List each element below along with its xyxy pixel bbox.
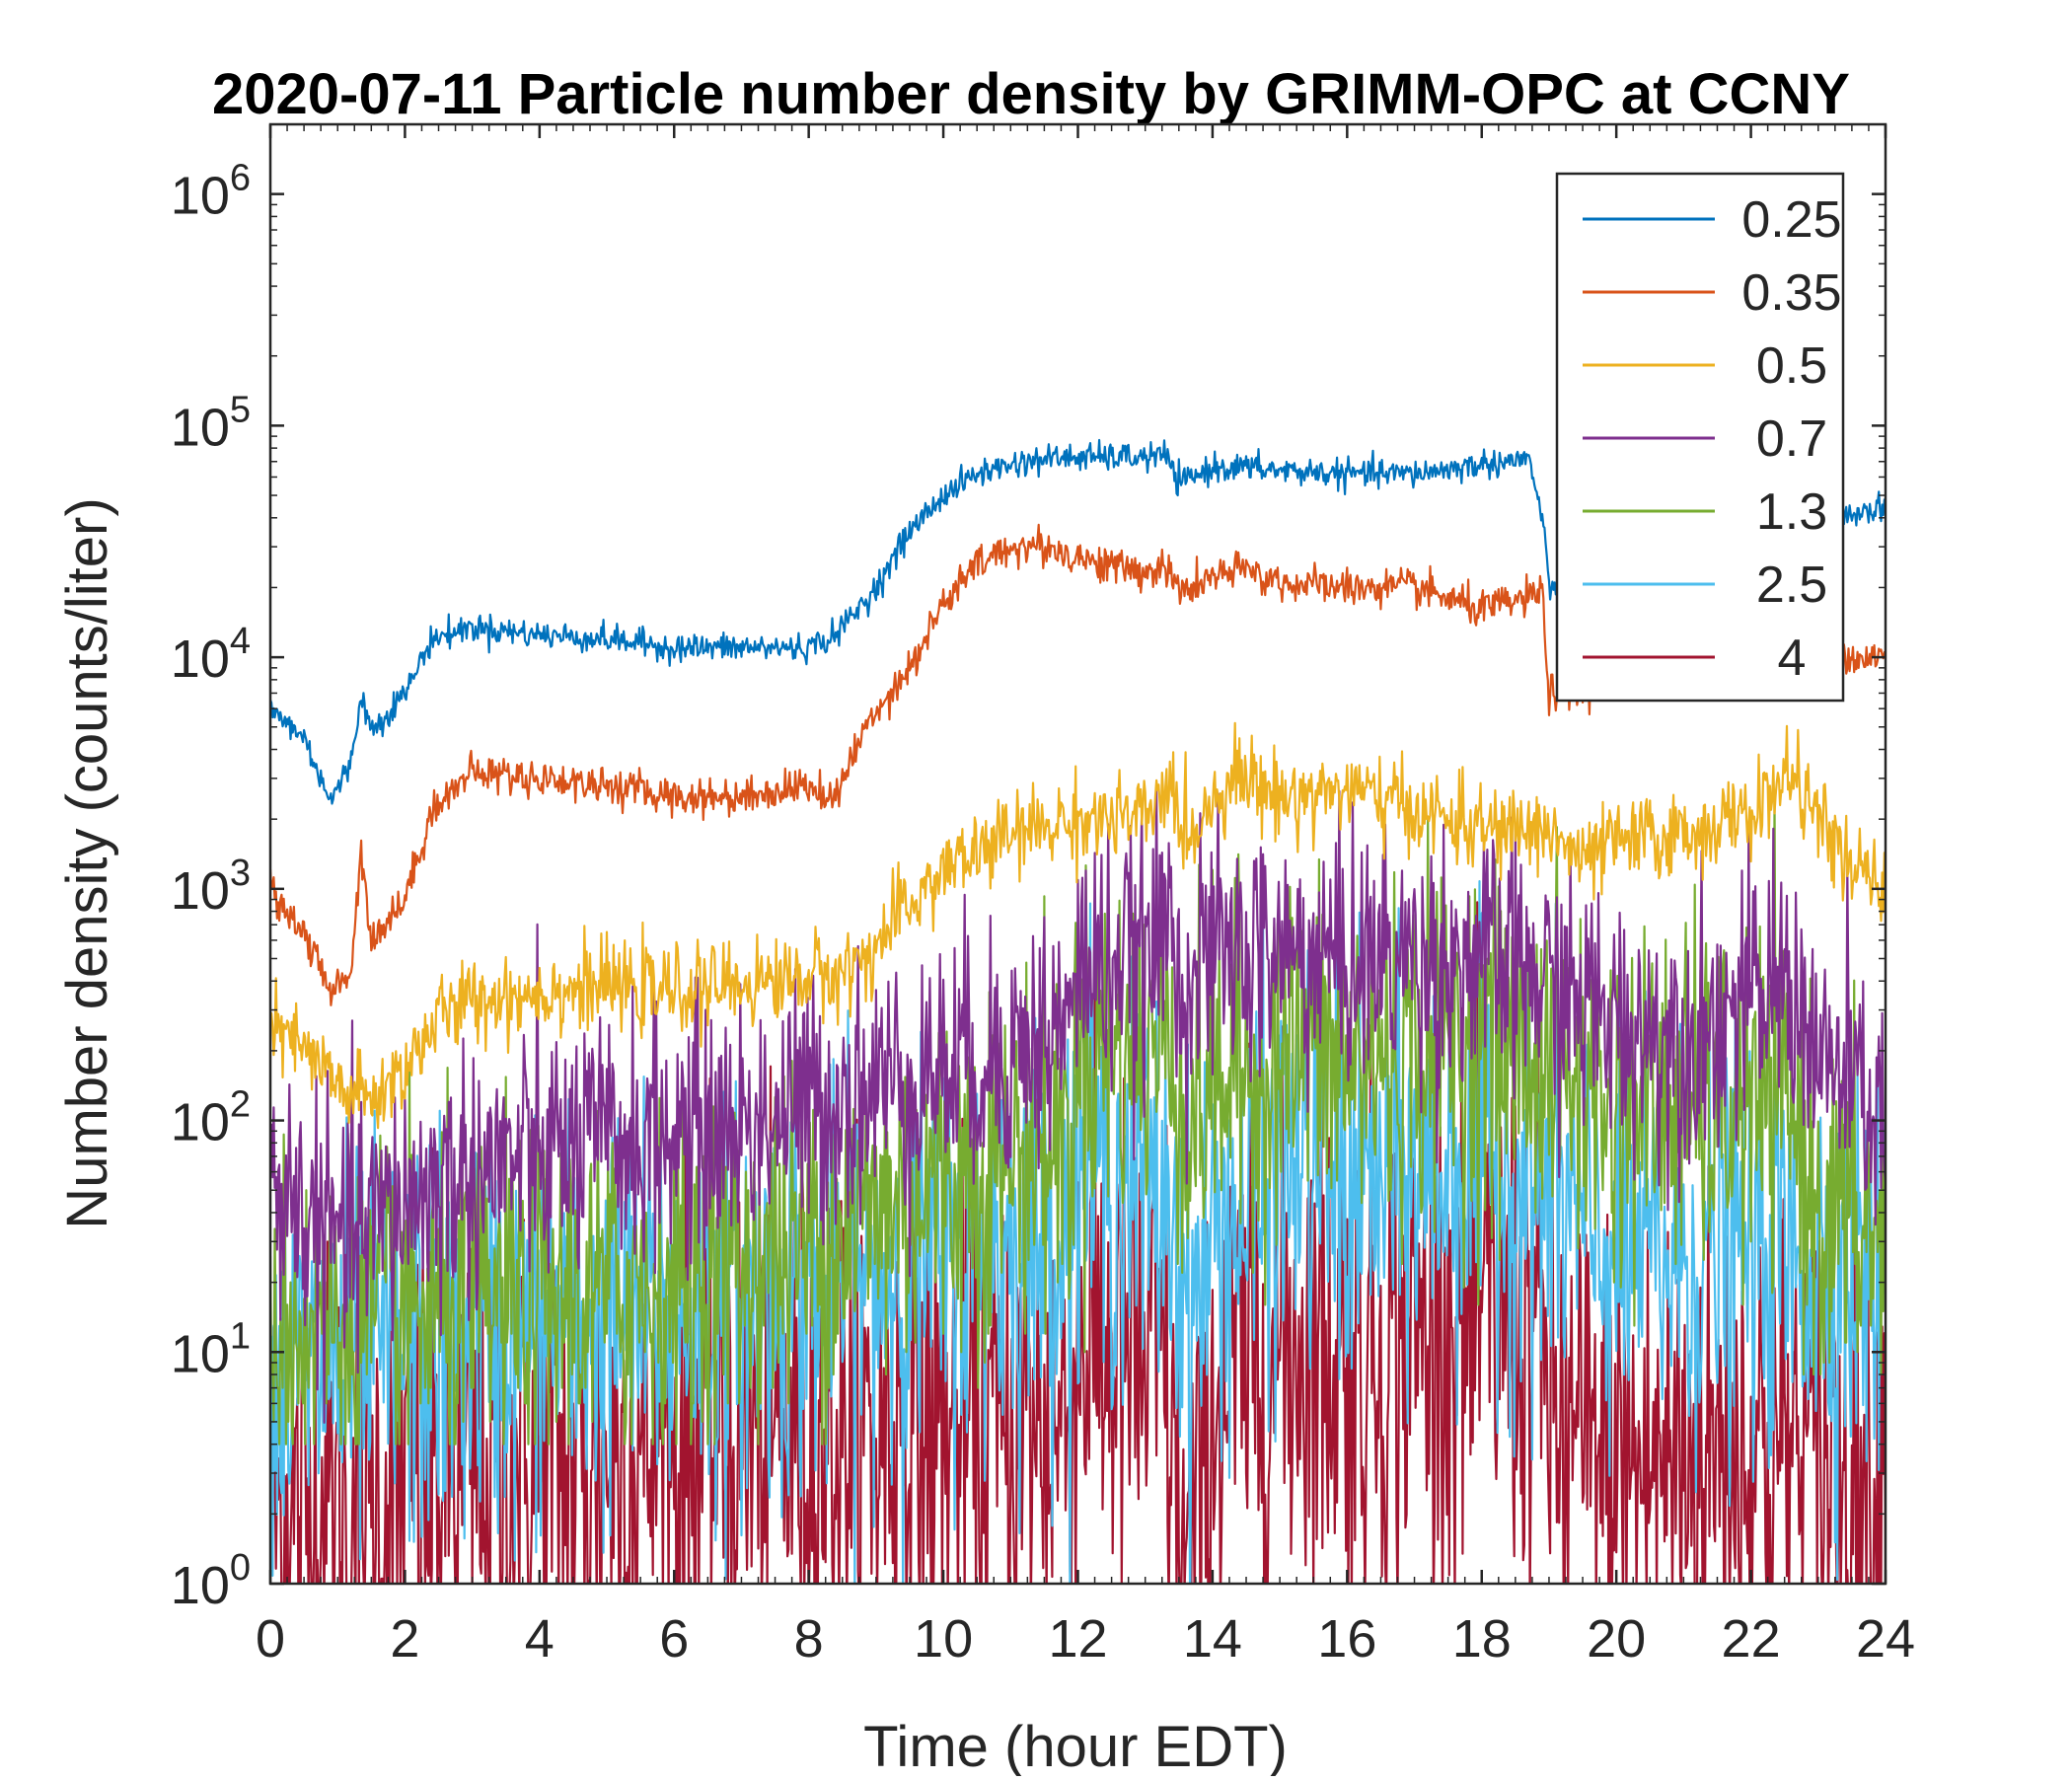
y-tick-label: 104 <box>171 621 251 689</box>
legend-label: 1.3 <box>1756 483 1827 541</box>
y-tick-label: 105 <box>171 389 251 457</box>
x-tick-label: 6 <box>659 1609 689 1669</box>
y-tick-exponent: 0 <box>230 1547 251 1589</box>
y-tick-exponent: 1 <box>230 1315 251 1357</box>
y-tick-base: 10 <box>171 1093 230 1152</box>
x-tick-label: 2 <box>390 1609 419 1669</box>
y-tick-label: 106 <box>171 158 251 226</box>
x-tick-label: 12 <box>1048 1609 1107 1669</box>
x-axis-label: Time (hour EDT) <box>863 1715 1288 1776</box>
y-tick-label: 102 <box>171 1084 251 1152</box>
y-tick-label: 100 <box>171 1547 251 1615</box>
x-tick-label: 22 <box>1722 1609 1781 1669</box>
legend-label: 4 <box>1778 630 1807 687</box>
y-tick-exponent: 3 <box>230 853 251 894</box>
y-tick-exponent: 4 <box>230 621 251 662</box>
x-tick-label: 8 <box>794 1609 824 1669</box>
legend-label: 2.5 <box>1756 557 1827 614</box>
y-tick-base: 10 <box>171 1556 230 1615</box>
y-tick-base: 10 <box>171 1324 230 1383</box>
legend-label: 0.25 <box>1741 191 1841 249</box>
legend-label: 0.7 <box>1756 410 1827 468</box>
x-tick-label: 0 <box>256 1609 285 1669</box>
y-axis-label: Number density (counts/liter) <box>55 497 119 1228</box>
x-tick-label: 10 <box>914 1609 973 1669</box>
series-line-0-5 <box>270 721 1886 1130</box>
x-tick-label: 14 <box>1183 1609 1242 1669</box>
x-tick-label: 4 <box>525 1609 555 1669</box>
axes-layer: 0 2 4 6 8 10 12 14 16 18 20 22 241001011021031041051… <box>171 122 1915 1669</box>
series-line-2-5 <box>270 879 1886 1584</box>
y-tick-exponent: 6 <box>230 158 251 199</box>
x-tick-label: 18 <box>1452 1609 1512 1669</box>
x-tick-label: 20 <box>1587 1609 1646 1669</box>
x-tick-label: 16 <box>1317 1609 1376 1669</box>
y-tick-base: 10 <box>171 398 230 457</box>
chart-title: 2020-07-11 Particle number density by GR… <box>212 62 1850 126</box>
y-tick-label: 101 <box>171 1315 251 1383</box>
y-tick-base: 10 <box>171 630 230 689</box>
x-tick-label: 24 <box>1856 1609 1915 1669</box>
y-tick-exponent: 5 <box>230 389 251 430</box>
legend: 0.25 0.35 0.5 0.7 1.3 2.5 4 <box>1555 172 1845 703</box>
y-tick-exponent: 2 <box>230 1084 251 1126</box>
y-tick-base: 10 <box>171 167 230 226</box>
y-tick-base: 10 <box>171 861 230 921</box>
y-tick-label: 103 <box>171 853 251 921</box>
legend-label: 0.5 <box>1756 337 1827 395</box>
legend-label: 0.35 <box>1741 264 1841 322</box>
